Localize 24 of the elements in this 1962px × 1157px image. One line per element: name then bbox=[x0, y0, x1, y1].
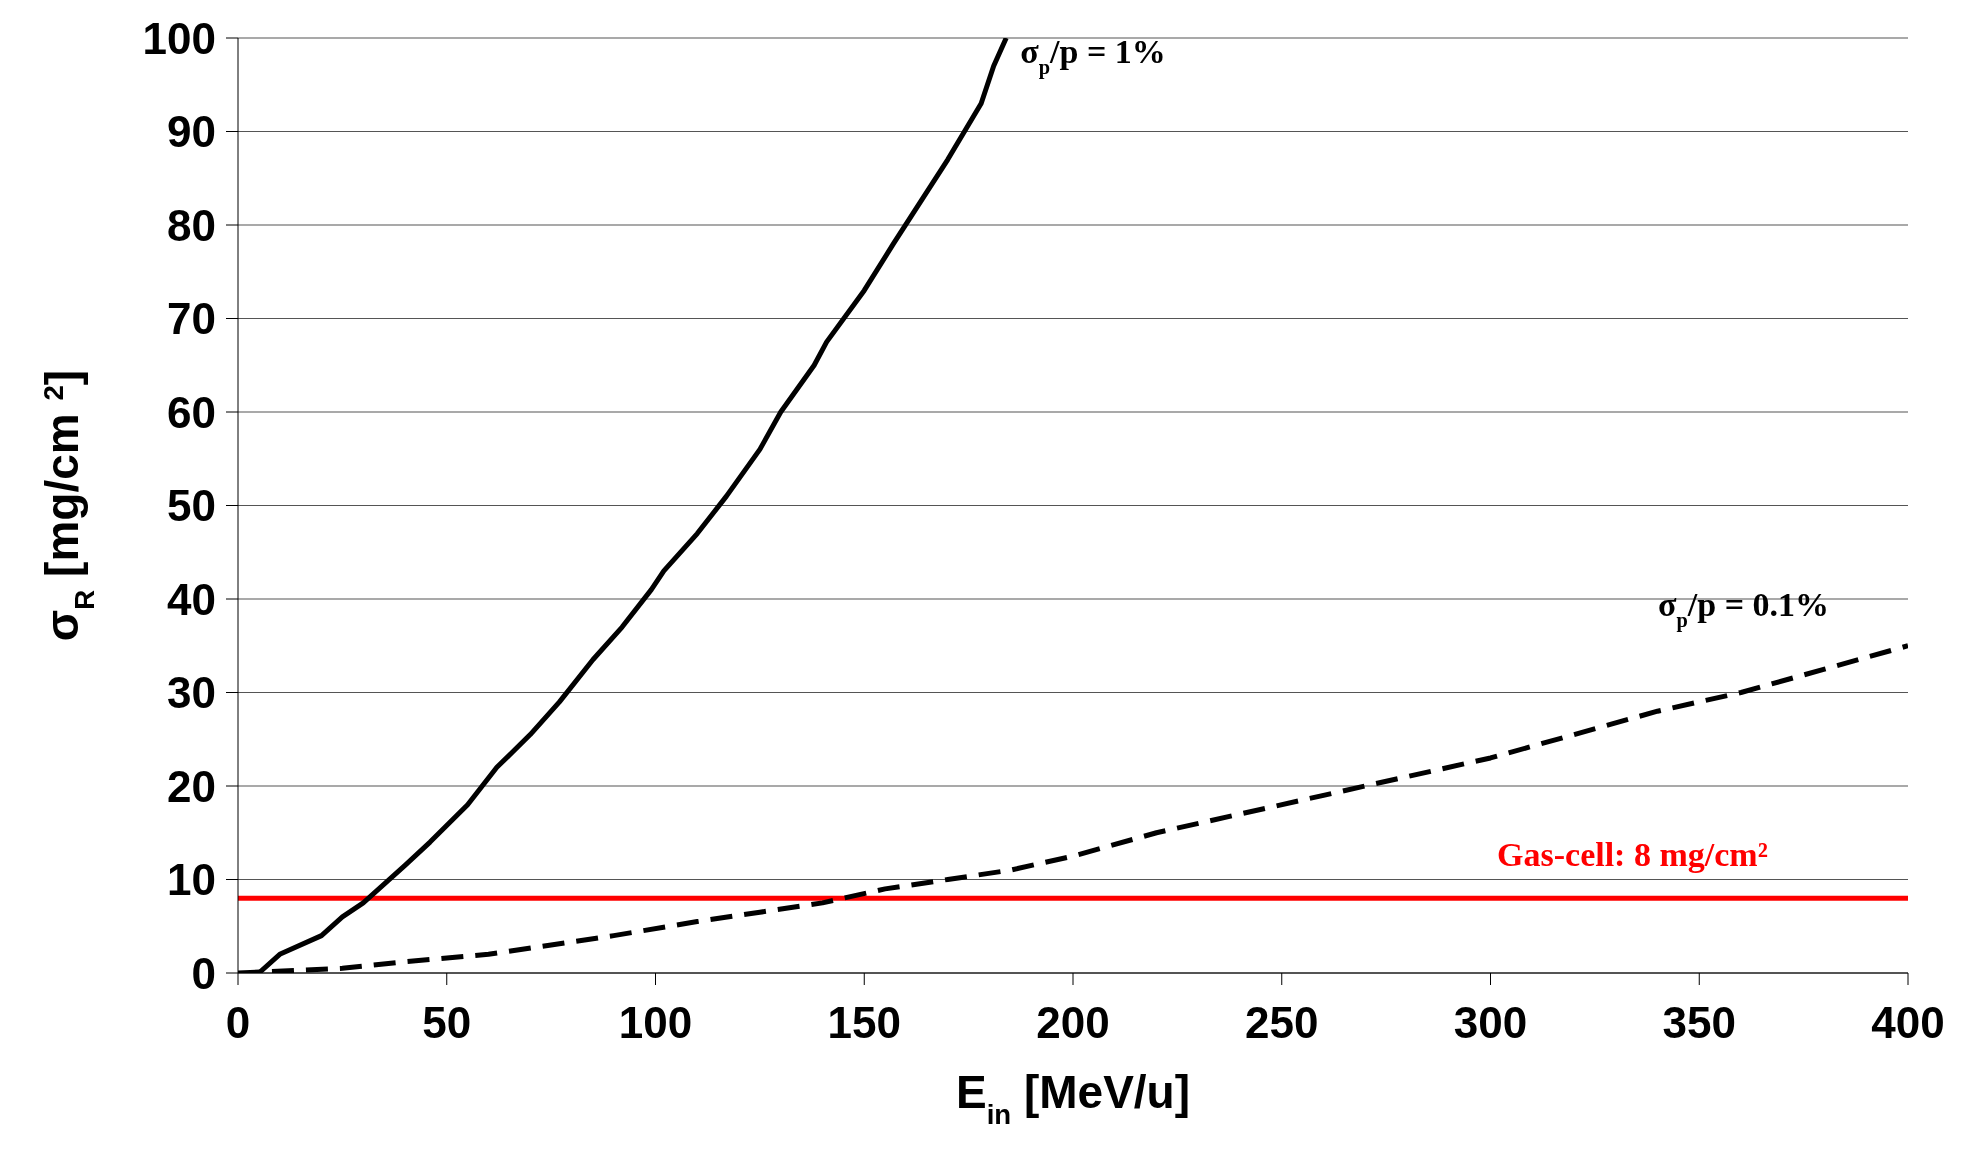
y-tick-label: 20 bbox=[167, 761, 216, 811]
y-tick-label: 50 bbox=[167, 481, 216, 531]
y-tick-label: 0 bbox=[191, 948, 216, 998]
y-tick-label: 80 bbox=[167, 200, 216, 250]
series-label: σ$_{p}$/p = 1% bbox=[1020, 33, 1166, 79]
y-tick-label: 30 bbox=[167, 668, 216, 718]
y-tick-label: 70 bbox=[167, 294, 216, 344]
x-axis-title: E$_{in}$ [MeV/u] bbox=[955, 1066, 1191, 1130]
y-tick-label: 100 bbox=[142, 13, 216, 63]
y-tick-label: 40 bbox=[167, 574, 216, 624]
x-tick-label: 350 bbox=[1662, 998, 1736, 1048]
x-tick-label: 0 bbox=[225, 998, 251, 1048]
x-tick-label: 300 bbox=[1453, 998, 1528, 1048]
x-tick-label: 50 bbox=[422, 998, 472, 1048]
y-tick-label: 60 bbox=[167, 387, 216, 437]
x-tick-label: 200 bbox=[1036, 998, 1110, 1048]
y-tick-label: 90 bbox=[167, 107, 216, 157]
x-tick-label: 100 bbox=[618, 998, 693, 1048]
ref-line-label: Gas-cell: 8 mg/cm² bbox=[1497, 836, 1768, 874]
y-tick-label: 10 bbox=[167, 855, 216, 905]
series-label: σ$_{p}$/p = 0.1% bbox=[1658, 585, 1830, 632]
x-tick-label: 400 bbox=[1871, 998, 1945, 1048]
x-tick-label: 250 bbox=[1245, 998, 1319, 1048]
x-tick-label: 150 bbox=[827, 998, 901, 1048]
